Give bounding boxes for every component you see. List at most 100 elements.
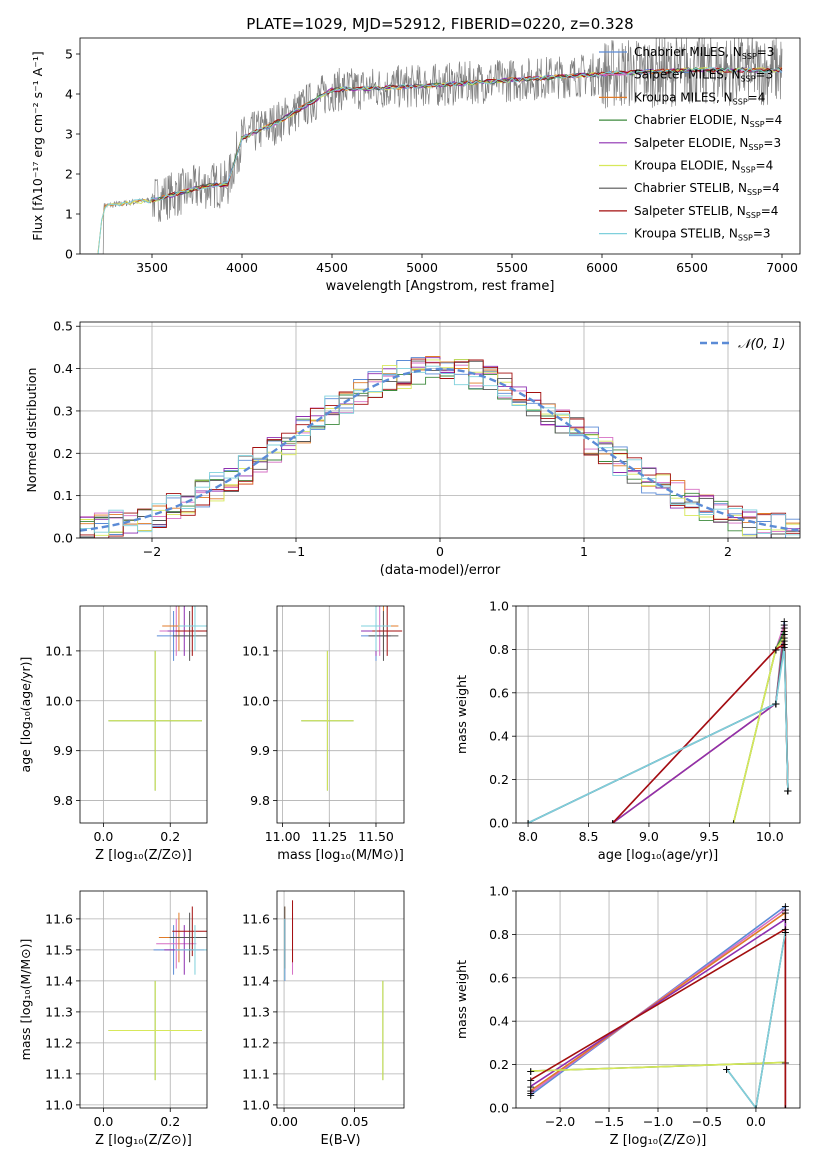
- weight-marker: +: [729, 817, 738, 830]
- y-tick-label: 10.1: [242, 643, 270, 658]
- weight-marker: +: [783, 784, 792, 797]
- weight-marker: +: [526, 1080, 535, 1093]
- mass-vs-ebv-panel: 0.00 0.05 11.0 11.1 11.2 11.3 11.4 11.5 11.6 E(B-…: [242, 890, 405, 1148]
- y-tick-label: 0.0: [53, 531, 73, 546]
- y-tick-label: 11.6: [45, 911, 73, 926]
- plot-area: [80, 356, 800, 538]
- weight-line-8: [725, 932, 787, 1108]
- x-tick-label: 4000: [226, 260, 258, 275]
- legend-count: =4: [748, 90, 766, 104]
- error-cross-7: [172, 906, 207, 957]
- plot-area: [108, 906, 207, 1081]
- axes: −2.0 −1.5 −1.0 −0.5 0.0 0.0 0.2 0.4 0.6 0.8 1.0 Z […: [454, 884, 801, 1148]
- x-tick-label: −2.0: [545, 1114, 575, 1129]
- y-axis-label: mass [log₁₀(M/M⊙)]: [18, 939, 33, 1061]
- x-axis-label: Z [log₁₀(Z/Z⊙)]: [95, 1133, 192, 1148]
- legend-subscript: SSP: [741, 75, 756, 84]
- weight-marker: +: [722, 1063, 731, 1076]
- x-tick-label: 0.2: [160, 829, 180, 844]
- x-axis-label: E(B-V): [320, 1133, 360, 1148]
- y-tick-label: 0.6: [489, 970, 509, 985]
- age-vs-metallicity-panel: 0.0 0.2 9.8 9.9 10.0 10.1 Z [log₁₀(Z/Z⊙)] age […: [18, 605, 208, 863]
- x-tick-label: 2: [724, 544, 732, 559]
- plot-area: [301, 606, 403, 791]
- y-tick-label: 10.0: [45, 693, 73, 708]
- legend-subscript: SSP: [748, 143, 763, 152]
- x-axis-label: mass [log₁₀(M/M⊙)]: [277, 848, 404, 863]
- histogram-8: [80, 365, 800, 536]
- legend-subscript: SSP: [738, 234, 753, 243]
- axes: 0.00 0.05 11.0 11.1 11.2 11.3 11.4 11.5 11.6 E(B-…: [242, 890, 405, 1148]
- axes-frame: [79, 321, 801, 539]
- y-tick-label: 0.2: [489, 772, 509, 787]
- y-tick-label: 0.1: [53, 488, 73, 503]
- legend-entry: Kroupa MILES, NSSP=4: [634, 90, 765, 106]
- x-tick-label: 0: [436, 544, 444, 559]
- axes-frame: [515, 605, 801, 824]
- weight-marker: +: [781, 903, 790, 916]
- legend-name: Chabrier STELIB, N: [634, 181, 747, 195]
- y-axis-label: age [log₁₀(age/yr)]: [18, 657, 33, 773]
- y-tick-label: 0.5: [53, 319, 73, 334]
- y-tick-label: 0.4: [53, 361, 73, 376]
- x-tick-label: 6000: [586, 260, 618, 275]
- legend-entry: Salpeter STELIB, NSSP=4: [634, 204, 778, 220]
- grid: [80, 322, 800, 539]
- weight-marker: +: [780, 631, 789, 644]
- legend-entry: Chabrier ELODIE, NSSP=4: [634, 113, 782, 129]
- error-cross-6: [172, 610, 207, 661]
- weight-marker: +: [771, 643, 780, 656]
- weight-marker: +: [780, 638, 789, 651]
- plot-area: [108, 606, 207, 791]
- error-cross-6: [368, 610, 399, 661]
- legend-count: =3: [756, 68, 774, 82]
- x-tick-label: 4500: [316, 260, 348, 275]
- legend-count: =3: [763, 136, 781, 150]
- error-cross-8: [178, 606, 207, 651]
- y-tick-label: 0.4: [489, 1014, 509, 1029]
- y-tick-label: 0.8: [489, 642, 509, 657]
- weight-marker: +: [783, 784, 792, 797]
- x-tick-label: 9.5: [699, 829, 719, 844]
- legend-name: Salpeter MILES, N: [634, 68, 741, 82]
- legend-count: =4: [756, 159, 774, 173]
- y-axis-label: mass weight: [454, 960, 469, 1039]
- y-tick-label: 11.4: [242, 973, 270, 988]
- weight-line-2: [612, 627, 789, 823]
- y-tick-label: 11.2: [45, 1035, 73, 1050]
- y-tick-label: 0.3: [53, 403, 73, 418]
- legend-name: Kroupa MILES, N: [634, 90, 733, 104]
- mass-weight-vs-age-panel: ++++++++++++++++++++++++++++++ ++++++8.0 8…: [454, 599, 801, 863]
- y-tick-label: 9.9: [250, 743, 270, 758]
- weight-marker: +: [771, 698, 780, 711]
- weight-marker: +: [783, 784, 792, 797]
- age-vs-mass-panel: 11.00 11.25 11.50 9.8 9.9 10.0 10.1 mass [log₁₀…: [242, 605, 405, 863]
- y-tick-label: 0.0: [489, 816, 509, 831]
- weight-marker: +: [526, 1065, 535, 1078]
- legend-entry: Salpeter ELODIE, NSSP=3: [634, 136, 781, 152]
- error-cross-7: [175, 606, 207, 656]
- x-tick-label: 1: [580, 544, 588, 559]
- mass-weight-vs-metallicity-panel: +++++++++++++++++++++++++−2.0 −1.5 −1.0 −0.…: [454, 884, 801, 1148]
- legend-count: =3: [757, 45, 775, 59]
- weight-marker: +: [608, 817, 617, 830]
- legend-subscript: SSP: [733, 97, 748, 106]
- weight-marker: +: [781, 907, 790, 920]
- legend-subscript: SSP: [742, 52, 757, 61]
- axes: −2 −1 0 1 2 0.0 0.1 0.2 0.3 0.4 0.5 (data-model)/er…: [24, 319, 801, 578]
- error-cross-8: [174, 925, 207, 975]
- weight-marker: +: [783, 784, 792, 797]
- weight-line-7: [530, 927, 787, 1108]
- y-tick-label: 0.4: [489, 729, 509, 744]
- legend-count: =4: [762, 181, 780, 195]
- weight-marker: +: [526, 1065, 535, 1078]
- y-tick-label: 0.0: [489, 1101, 509, 1116]
- weight-marker: +: [780, 622, 789, 635]
- y-tick-label: 11.5: [45, 942, 73, 957]
- x-axis-label: Z [log₁₀(Z/Z⊙)]: [610, 1133, 707, 1148]
- weight-marker: +: [608, 817, 617, 830]
- y-tick-label: 0.6: [489, 685, 509, 700]
- x-axis-label: (data-model)/error: [380, 563, 501, 578]
- y-tick-label: 11.3: [45, 1004, 73, 1019]
- x-tick-label: 0.00: [270, 1114, 298, 1129]
